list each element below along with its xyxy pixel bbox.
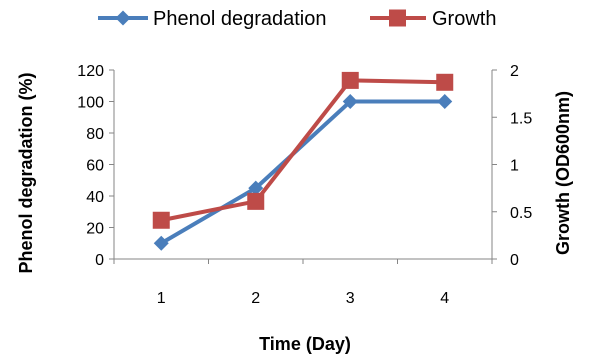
y-left-tick-label: 80 — [86, 126, 104, 143]
data-point-diamond — [248, 180, 264, 196]
y-right-tick-label: 0 — [510, 252, 519, 269]
y-left-tick-label: 20 — [86, 221, 104, 238]
x-tick-label: 2 — [251, 290, 260, 307]
y-left-tick-label: 100 — [77, 95, 104, 112]
legend-label-growth: Growth — [432, 8, 496, 30]
legend: Phenol degradation Growth — [98, 8, 496, 30]
y-right-tick-label: 1.5 — [510, 110, 532, 127]
y-left-tick-label: 60 — [86, 158, 104, 175]
legend-marker-square — [389, 9, 406, 27]
legend-item-growth: Growth — [370, 8, 496, 30]
y-left-tick-label: 0 — [95, 252, 104, 269]
y-axis-left-title: Phenol degradation (%) — [16, 72, 36, 273]
x-tick-label: 1 — [157, 290, 166, 307]
legend-marker-diamond — [115, 10, 131, 26]
series-phenol-degradation — [153, 94, 453, 251]
legend-item-phenol-degradation: Phenol degradation — [98, 8, 326, 30]
legend-label-phenol: Phenol degradation — [153, 8, 326, 30]
series — [152, 71, 454, 251]
axes — [109, 69, 497, 264]
y-left-tick-label: 120 — [77, 63, 104, 80]
y-left-tick-label: 40 — [86, 189, 104, 206]
data-point-square — [341, 71, 359, 89]
x-tick-label: 4 — [440, 290, 449, 307]
y-right-tick-label: 1 — [510, 158, 519, 175]
data-point-square — [436, 73, 454, 91]
x-tick-label: 3 — [346, 290, 355, 307]
y-right-tick-label: 2 — [510, 63, 519, 80]
tick-labels: 0 20 40 60 80 100 120 0 0.5 1 1.5 2 1 2 3 4 — [77, 63, 532, 307]
data-point-diamond — [342, 94, 358, 109]
y-axis-right-title: Growth (OD600nm) — [553, 91, 573, 255]
data-point-diamond — [437, 94, 453, 109]
x-axis-title: Time (Day) — [259, 334, 351, 354]
data-point-square — [247, 192, 265, 210]
data-point-square — [152, 211, 170, 229]
series-line — [160, 78, 445, 223]
y-right-tick-label: 0.5 — [510, 205, 532, 222]
data-point-diamond — [153, 235, 169, 251]
series-line — [160, 99, 445, 245]
series-growth — [152, 71, 454, 229]
